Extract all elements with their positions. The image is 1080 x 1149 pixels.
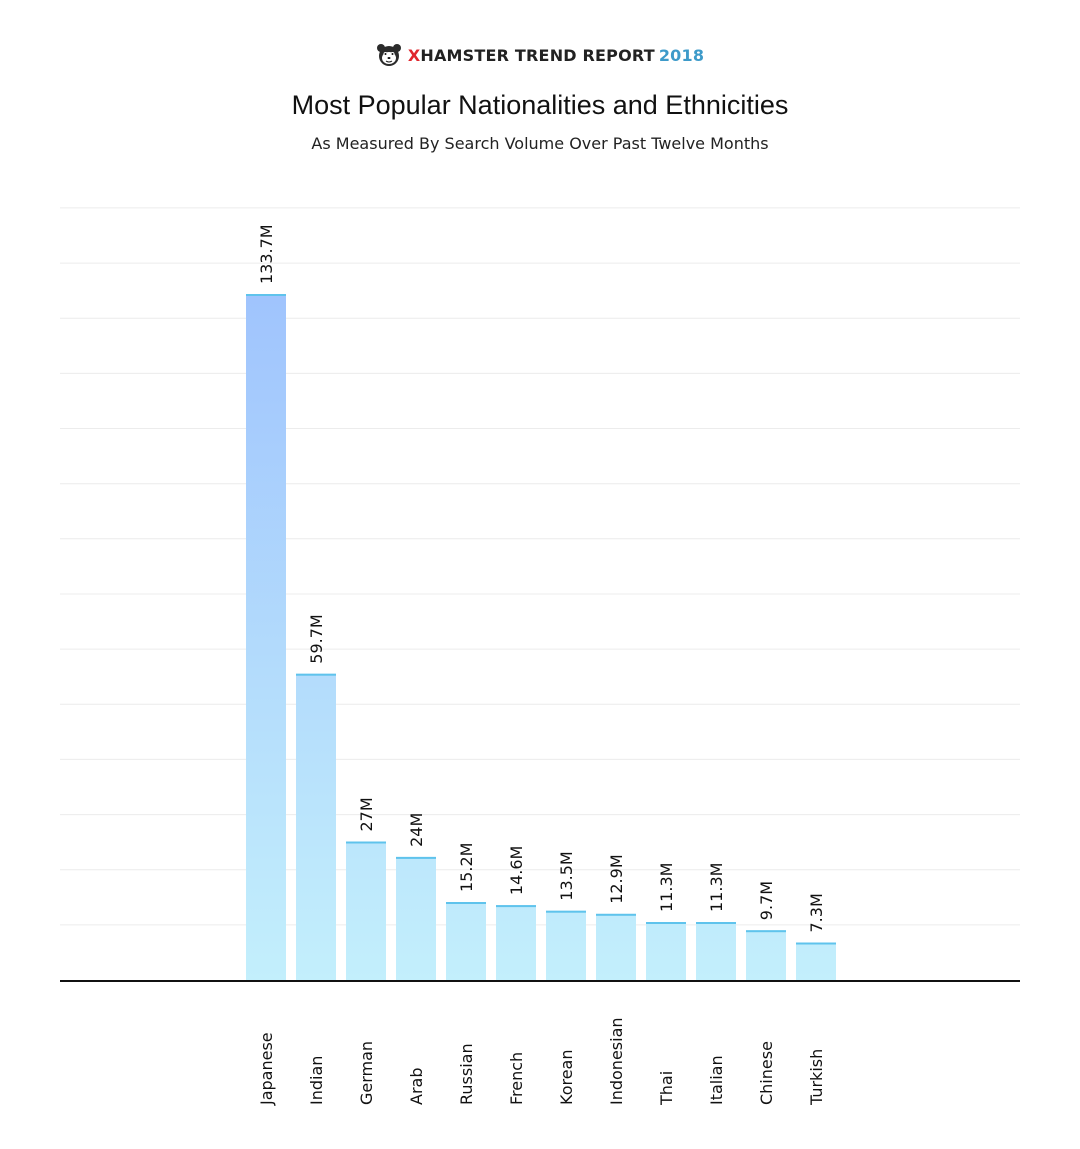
bar-cap-indonesian xyxy=(596,913,636,916)
bar-cap-chinese xyxy=(746,930,786,933)
data-label-korean: 13.5M xyxy=(557,851,576,900)
bar-korean xyxy=(546,910,586,980)
data-label-russian: 15.2M xyxy=(457,843,476,892)
hamster-logo-icon xyxy=(376,44,401,66)
brand-title: HAMSTER TREND REPORT xyxy=(420,45,655,65)
bar-cap-korean xyxy=(546,910,586,913)
data-label-chinese: 9.7M xyxy=(757,881,776,920)
brand-year: 2018 xyxy=(658,45,705,65)
bars xyxy=(246,294,836,980)
data-label-thai: 11.3M xyxy=(657,863,676,912)
bar-cap-indian xyxy=(296,673,336,676)
bar-turkish xyxy=(796,942,836,980)
data-label-turkish: 7.3M xyxy=(807,893,826,932)
data-label-japanese: 133.7M xyxy=(257,224,276,284)
bar-indian xyxy=(296,673,336,980)
bar-indonesian xyxy=(596,913,636,980)
data-label-french: 14.6M xyxy=(507,846,526,895)
brand-header: XHAMSTER TREND REPORT 2018 xyxy=(0,40,1080,70)
category-label-indian: Indian xyxy=(307,1056,326,1105)
bar-japanese xyxy=(246,294,286,980)
bar-italian xyxy=(696,922,736,980)
data-label-indonesian: 12.9M xyxy=(607,854,626,903)
bar-cap-thai xyxy=(646,922,686,924)
data-label-italian: 11.3M xyxy=(707,863,726,912)
data-label-arab: 24M xyxy=(407,813,426,847)
chart-title: Most Popular Nationalities and Ethniciti… xyxy=(291,90,789,120)
brand-x: X xyxy=(407,45,421,65)
brand-name: XHAMSTER TREND REPORT 2018 xyxy=(408,46,704,65)
category-label-chinese: Chinese xyxy=(757,1041,776,1105)
category-label-italian: Italian xyxy=(707,1055,726,1105)
category-label-turkish: Turkish xyxy=(807,1049,826,1106)
data-labels: 133.7M 59.7M 27M 24M 15.2M 14.6M 13.5M 12.9M 11.… xyxy=(257,224,826,932)
category-label-german: German xyxy=(357,1041,376,1105)
gridlines xyxy=(60,207,1020,926)
bar-cap-russian xyxy=(446,902,486,904)
bar-arab xyxy=(396,856,436,980)
bar-cap-japanese xyxy=(246,294,286,296)
data-label-german: 27M xyxy=(357,797,376,831)
bar-russian xyxy=(446,902,486,980)
category-labels: Japanese Indian German Arab Russian French Kor… xyxy=(257,1017,826,1106)
category-label-indonesian: Indonesian xyxy=(607,1017,626,1105)
category-label-russian: Russian xyxy=(457,1043,476,1105)
bar-cap-italian xyxy=(696,922,736,924)
bar-chinese xyxy=(746,930,786,980)
category-label-french: French xyxy=(507,1052,526,1105)
bar-french xyxy=(496,905,536,980)
bar-cap-french xyxy=(496,905,536,908)
chart-subtitle: As Measured By Search Volume Over Past T… xyxy=(311,134,769,153)
bar-german xyxy=(346,841,386,980)
bar-cap-turkish xyxy=(796,942,836,945)
category-label-japanese: Japanese xyxy=(257,1032,276,1106)
category-label-thai: Thai xyxy=(657,1071,676,1106)
category-label-korean: Korean xyxy=(557,1050,576,1106)
category-label-arab: Arab xyxy=(407,1068,426,1105)
data-label-indian: 59.7M xyxy=(307,614,326,663)
bar-thai xyxy=(646,922,686,980)
bar-cap-german xyxy=(346,841,386,844)
bar-cap-arab xyxy=(396,856,436,859)
